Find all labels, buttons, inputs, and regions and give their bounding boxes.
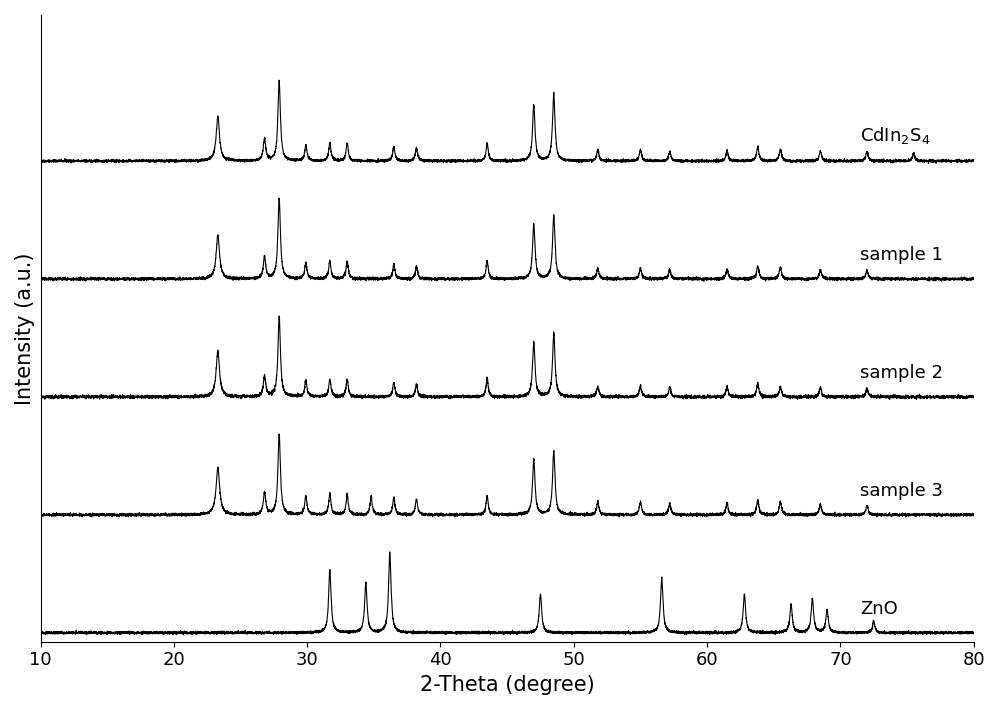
Text: sample 2: sample 2 (860, 364, 943, 382)
Text: sample 1: sample 1 (860, 246, 943, 264)
Text: sample 3: sample 3 (860, 482, 943, 501)
Text: $\mathrm{CdIn_2S_4}$: $\mathrm{CdIn_2S_4}$ (860, 126, 931, 146)
X-axis label: 2-Theta (degree): 2-Theta (degree) (420, 675, 594, 695)
Text: ZnO: ZnO (860, 600, 898, 618)
Y-axis label: Intensity (a.u.): Intensity (a.u.) (15, 252, 35, 405)
